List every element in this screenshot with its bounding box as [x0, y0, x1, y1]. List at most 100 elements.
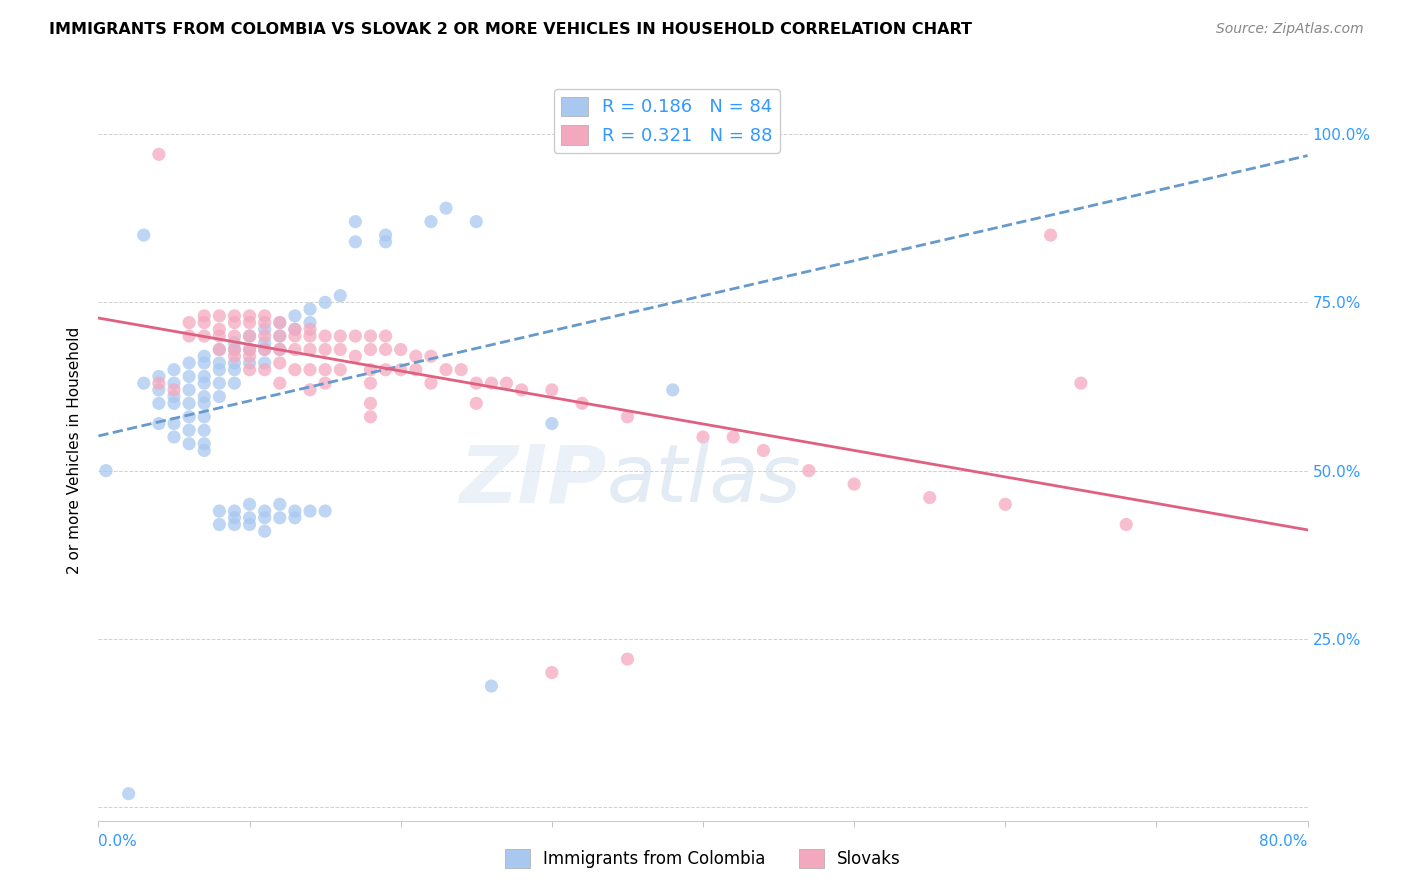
Point [405, 362, 427, 376]
Point [360, 376, 382, 391]
Point [314, 343, 336, 357]
Point [148, 376, 170, 391]
Point [224, 504, 246, 518]
Point [661, 383, 683, 397]
Point [269, 316, 291, 330]
Point [224, 510, 246, 524]
Point [253, 510, 276, 524]
Point [360, 396, 382, 410]
Point [299, 329, 322, 343]
Point [193, 329, 215, 343]
Point [269, 329, 291, 343]
Point [723, 430, 745, 444]
Text: Source: ZipAtlas.com: Source: ZipAtlas.com [1216, 22, 1364, 37]
Point [239, 343, 262, 357]
Point [179, 356, 201, 370]
Point [465, 396, 488, 410]
Point [420, 214, 443, 228]
Point [239, 356, 262, 370]
Point [1115, 517, 1137, 532]
Point [163, 383, 186, 397]
Point [797, 464, 820, 478]
Point [329, 288, 352, 302]
Point [692, 430, 714, 444]
Point [299, 316, 322, 330]
Point [314, 362, 336, 376]
Point [239, 517, 262, 532]
Point [299, 322, 322, 336]
Point [269, 329, 291, 343]
Point [163, 362, 186, 376]
Point [314, 329, 336, 343]
Point [239, 510, 262, 524]
Point [179, 423, 201, 437]
Point [269, 376, 291, 391]
Text: ZIP: ZIP [458, 441, 606, 519]
Legend: Immigrants from Colombia, Slovaks: Immigrants from Colombia, Slovaks [498, 843, 908, 875]
Point [208, 390, 231, 404]
Point [481, 679, 503, 693]
Point [374, 343, 396, 357]
Point [374, 228, 396, 243]
Point [918, 491, 941, 505]
Point [314, 376, 336, 391]
Point [224, 343, 246, 357]
Point [269, 316, 291, 330]
Point [179, 436, 201, 450]
Point [132, 376, 155, 391]
Point [193, 423, 215, 437]
Point [299, 383, 322, 397]
Point [344, 235, 367, 249]
Point [179, 409, 201, 424]
Point [208, 362, 231, 376]
Point [360, 329, 382, 343]
Point [1070, 376, 1092, 391]
Point [389, 343, 412, 357]
Point [284, 322, 307, 336]
Point [193, 443, 215, 458]
Point [208, 322, 231, 336]
Point [434, 201, 457, 215]
Point [284, 343, 307, 357]
Point [148, 383, 170, 397]
Point [163, 390, 186, 404]
Point [239, 343, 262, 357]
Point [193, 409, 215, 424]
Y-axis label: 2 or more Vehicles in Household: 2 or more Vehicles in Household [67, 326, 83, 574]
Point [239, 309, 262, 323]
Point [450, 362, 472, 376]
Text: 80.0%: 80.0% [1260, 834, 1308, 849]
Point [193, 316, 215, 330]
Point [179, 329, 201, 343]
Point [239, 362, 262, 376]
Point [284, 504, 307, 518]
Point [132, 228, 155, 243]
Point [253, 335, 276, 350]
Point [163, 396, 186, 410]
Point [253, 504, 276, 518]
Point [994, 497, 1017, 511]
Point [224, 349, 246, 363]
Point [94, 464, 117, 478]
Point [329, 343, 352, 357]
Point [269, 356, 291, 370]
Point [374, 329, 396, 343]
Point [616, 409, 638, 424]
Point [299, 343, 322, 357]
Point [420, 349, 443, 363]
Legend: R = 0.186   N = 84, R = 0.321   N = 88: R = 0.186 N = 84, R = 0.321 N = 88 [554, 89, 780, 153]
Point [510, 383, 533, 397]
Point [239, 316, 262, 330]
Point [284, 510, 307, 524]
Point [299, 302, 322, 317]
Point [253, 316, 276, 330]
Point [208, 343, 231, 357]
Point [405, 349, 427, 363]
Point [571, 396, 593, 410]
Point [239, 329, 262, 343]
Point [374, 235, 396, 249]
Point [193, 309, 215, 323]
Point [752, 443, 775, 458]
Point [284, 329, 307, 343]
Point [299, 362, 322, 376]
